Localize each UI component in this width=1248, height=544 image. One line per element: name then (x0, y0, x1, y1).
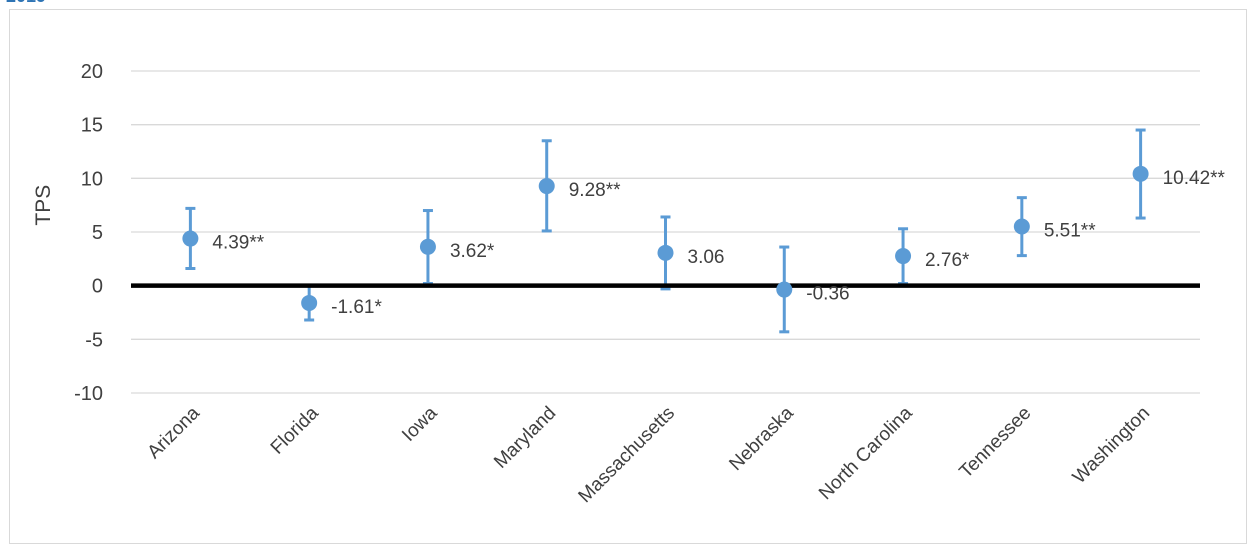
data-point (1132, 165, 1149, 182)
data-label: 3.06 (688, 247, 725, 268)
y-axis-title: TPS (32, 185, 55, 226)
category-label: Iowa (398, 402, 442, 446)
cut-off-header: 2019 (6, 0, 46, 6)
data-label: 5.51** (1044, 221, 1096, 242)
y-tick-label: -5 (85, 329, 103, 351)
y-tick-label: 10 (81, 168, 103, 190)
category-label: North Carolina (815, 402, 917, 504)
data-label: 3.62* (450, 241, 495, 262)
data-point (776, 281, 793, 298)
data-points (182, 165, 1149, 311)
category-label: Massachusetts (575, 403, 679, 507)
data-label: 4.39** (212, 233, 264, 254)
data-label: 10.42** (1163, 168, 1226, 189)
data-point (301, 294, 318, 311)
category-label: Nebraska (725, 402, 798, 475)
category-label: Tennessee (956, 403, 1036, 483)
data-label: 9.28** (569, 180, 621, 201)
data-point (1013, 218, 1030, 235)
data-label: -0.36 (806, 284, 849, 305)
data-point (419, 238, 436, 255)
y-tick-label: 0 (92, 276, 103, 298)
category-label: Florida (267, 402, 323, 458)
data-labels: 4.39** -1.61* 3.62* 9.28** 3.06 -0.36 2.76* 5.5… (212, 168, 1225, 318)
x-axis: Arizona Florida Iowa Maryland Massachusetts N… (144, 402, 1155, 507)
data-point (538, 178, 555, 195)
y-tick-label: -10 (74, 383, 103, 405)
category-label: Washington (1069, 403, 1154, 488)
category-label: Maryland (490, 403, 560, 473)
y-tick-label: 20 (81, 61, 103, 83)
data-point (895, 248, 912, 265)
y-axis: -10 -5 0 5 10 15 20 (74, 61, 103, 405)
category-label: Arizona (144, 402, 205, 463)
data-label: -1.61* (331, 297, 382, 318)
data-label: 2.76* (925, 250, 970, 271)
y-tick-label: 5 (92, 222, 103, 244)
error-bars (185, 128, 1146, 334)
y-tick-label: 15 (81, 115, 103, 137)
data-point (657, 244, 674, 261)
data-point (182, 230, 199, 247)
